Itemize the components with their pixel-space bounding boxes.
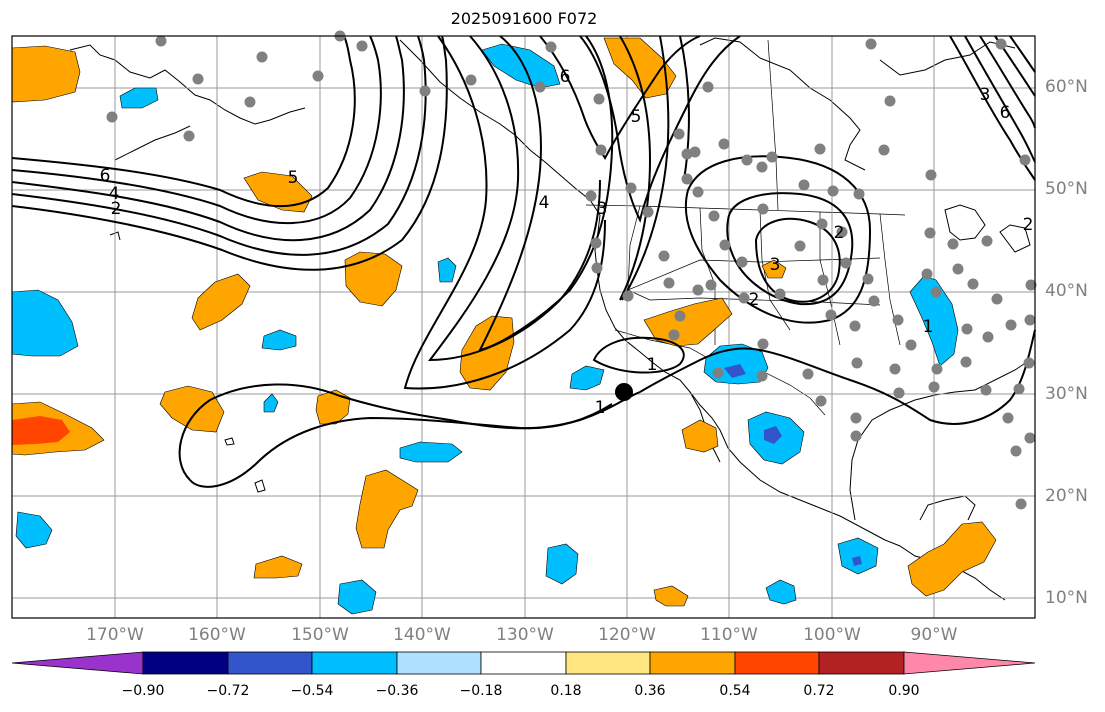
contour-label: 2: [111, 199, 122, 219]
lon-label: 140°W: [393, 625, 451, 645]
colorbar-tick-label: −0.72: [206, 683, 250, 699]
colorbar-under-arrow: [11, 651, 144, 675]
colorbar-tick-label: −0.54: [290, 683, 334, 699]
lat-label: 20°N: [1045, 486, 1088, 506]
colorbar-segment: [734, 651, 820, 675]
lat-label: 60°N: [1045, 77, 1088, 97]
colorbar-segment: [142, 651, 229, 675]
lat-label: 50°N: [1045, 179, 1088, 199]
contour-label: 4: [539, 193, 550, 213]
strong-negative-anomaly-areas: [724, 364, 862, 566]
lon-label: 120°W: [598, 625, 656, 645]
colorbar-segment: [311, 651, 398, 675]
contour-label: 2: [1023, 215, 1034, 235]
contour-labels: 6 4 2 6 5 4 3 2 1 1 2 3 1 2 3 5 6: [100, 67, 1034, 418]
contour-label: 1: [647, 355, 658, 375]
colorbar-tick-label: −0.18: [459, 683, 503, 699]
lat-label: 30°N: [1045, 384, 1088, 404]
lon-label: 170°W: [86, 625, 144, 645]
colorbar-tick-label: 0.72: [803, 683, 835, 699]
colorbar-tick-label: −0.90: [121, 683, 165, 699]
contour-label: 6: [1000, 103, 1011, 123]
colorbar-segment: [227, 651, 313, 675]
lon-label: 130°W: [496, 625, 554, 645]
contour-label: 3: [770, 255, 781, 275]
colorbar-over-arrow: [903, 651, 1036, 675]
lon-label: 90°W: [910, 625, 958, 645]
contour-label: 6: [100, 166, 111, 186]
positive-anomaly-areas: [11, 37, 997, 607]
colorbar-segment: [649, 651, 736, 675]
colorbar-segment: [818, 651, 905, 675]
colorbar-tick-label: 0.90: [888, 683, 920, 699]
contour-label: 4: [109, 184, 120, 204]
contour-label: 2: [834, 223, 845, 243]
lat-label: 10°N: [1045, 588, 1088, 608]
colorbar-segment: [480, 651, 567, 675]
point-marker: [615, 383, 633, 401]
lon-label: 150°W: [291, 625, 349, 645]
colorbar-tick-label: 0.18: [550, 683, 582, 699]
contour-label: 2: [749, 290, 760, 310]
colorbar-segment: [396, 651, 482, 675]
contour-label: 5: [288, 168, 299, 188]
contour-label: 5: [631, 107, 642, 127]
lon-label: 110°W: [700, 625, 758, 645]
height-contours: [11, 35, 1036, 488]
contour-label: 3: [597, 199, 608, 219]
colorbar-tick-label: −0.36: [375, 683, 419, 699]
strong-positive-anomaly-areas: [12, 416, 70, 445]
contour-label: 6: [560, 67, 571, 87]
map-frame: [11, 35, 1036, 619]
lat-label: 40°N: [1045, 281, 1088, 301]
colorbar-tick-label: 0.36: [634, 683, 666, 699]
contour-label: 1: [595, 398, 606, 418]
contour-label: 3: [980, 85, 991, 105]
colorbar-segment: [565, 651, 651, 675]
colorbar-tick-label: 0.54: [719, 683, 751, 699]
contour-label: 1: [923, 317, 934, 337]
colorbar: [11, 651, 1036, 675]
map-title: 2025091600 F072: [450, 9, 598, 28]
lon-label: 100°W: [803, 625, 861, 645]
lon-label: 160°W: [188, 625, 246, 645]
stations: [106, 30, 1037, 510]
